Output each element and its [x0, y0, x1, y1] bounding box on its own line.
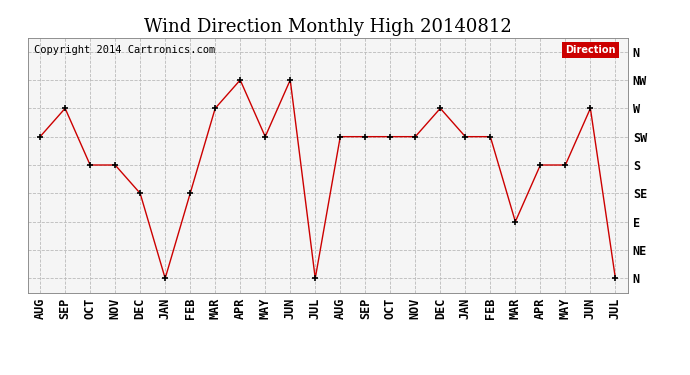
- Title: Wind Direction Monthly High 20140812: Wind Direction Monthly High 20140812: [144, 18, 511, 36]
- Text: Direction: Direction: [565, 45, 616, 55]
- Text: Copyright 2014 Cartronics.com: Copyright 2014 Cartronics.com: [34, 45, 215, 55]
